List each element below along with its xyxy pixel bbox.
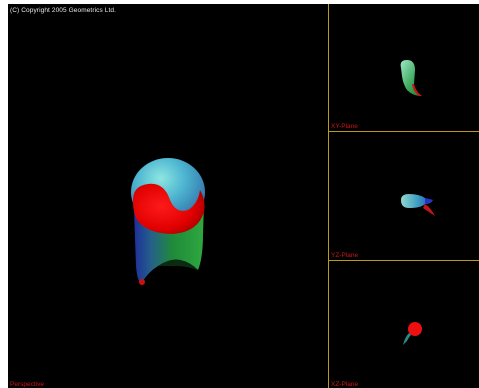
origin-marker [139,279,145,285]
xz-plane-viewport[interactable]: XZ-Plane [329,261,479,388]
horizontal-divider-top[interactable] [328,131,479,132]
perspective-viewport[interactable]: (C) Copyright 2005 Geometrics Ltd. Persp… [8,4,328,388]
xy-plane-scene [400,60,422,96]
perspective-scene [131,158,205,285]
yz-plane-label: YZ-Plane [331,252,359,259]
xz-model [408,322,422,336]
xz-plane-label: XZ-Plane [331,381,359,388]
perspective-label: Perspective [10,381,44,388]
yz-plane-viewport[interactable]: YZ-Plane [329,132,479,259]
xy-plane-viewport[interactable]: XY-Plane [329,4,479,130]
vertical-divider[interactable] [328,4,329,388]
copyright-text: (C) Copyright 2005 Geometrics Ltd. [10,7,116,14]
xy-model [400,60,421,96]
xy-plane-label: XY-Plane [331,123,358,130]
yz-plane-scene [401,194,435,216]
model-face [132,183,205,234]
horizontal-divider-bottom[interactable] [328,260,479,261]
viewport-frame: (C) Copyright 2005 Geometrics Ltd. Persp… [8,4,479,388]
yz-model [401,194,433,208]
xz-plane-scene [403,322,422,345]
